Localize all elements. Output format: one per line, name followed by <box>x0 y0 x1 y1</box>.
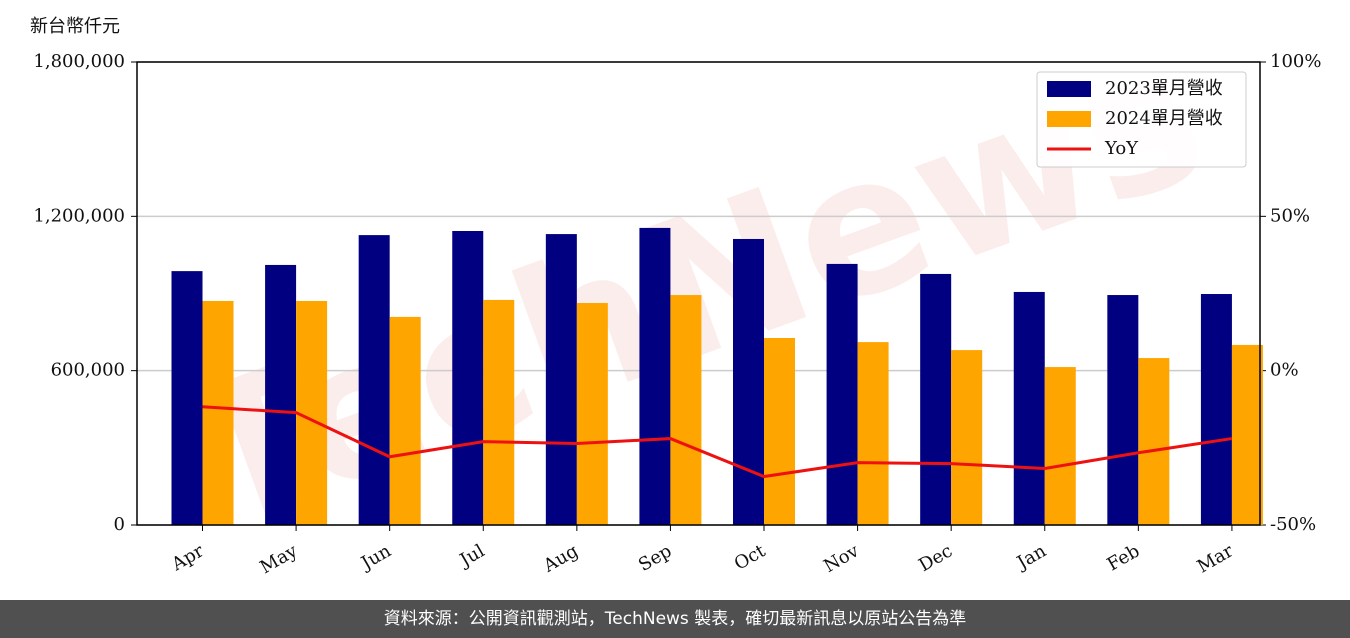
legend-label: YoY <box>1104 138 1139 159</box>
x-tick-label: Apr <box>167 540 207 575</box>
bar <box>265 264 297 525</box>
plot-frame <box>136 61 1261 526</box>
bar <box>1231 344 1263 525</box>
bar <box>171 271 203 525</box>
bar <box>733 238 765 526</box>
bar <box>857 342 889 525</box>
legend-label: 2023單月營收 <box>1105 78 1223 99</box>
x-tick-label: Jun <box>356 540 395 575</box>
y-tick-label: 0 <box>114 514 125 535</box>
footer-bar <box>0 600 1350 638</box>
y2-tick-label: 0% <box>1270 360 1299 381</box>
bar <box>826 263 858 525</box>
bar <box>1138 358 1170 525</box>
yoy-line <box>202 405 1233 479</box>
source-note: 資料來源：公開資訊觀測站，TechNews 製表，確切最新訊息以原站公告為準 <box>384 609 966 629</box>
x-tick-label: Aug <box>539 540 582 577</box>
x-tick-label: Oct <box>731 540 770 575</box>
bar <box>452 230 484 525</box>
legend-swatch <box>1047 111 1091 127</box>
x-tick-label: Dec <box>915 540 956 576</box>
x-tick-label: Sep <box>635 540 675 575</box>
x-tick-label: Nov <box>820 540 863 577</box>
x-tick-label: Jul <box>455 540 489 572</box>
y2-tick-label: -50% <box>1270 514 1316 535</box>
bar <box>389 316 421 525</box>
x-tick-label: Mar <box>1194 540 1238 577</box>
bar <box>202 300 234 525</box>
bar <box>358 235 390 526</box>
legend-label: 2024單月營收 <box>1105 108 1223 129</box>
bar <box>920 273 952 525</box>
bar <box>1044 367 1076 525</box>
bar <box>296 300 328 525</box>
y-axis-label: 新台幣仟元 <box>30 16 120 37</box>
x-tick-label: Feb <box>1104 540 1144 575</box>
bar <box>1013 291 1045 525</box>
bar <box>951 350 983 525</box>
bar <box>1107 295 1139 525</box>
bar <box>483 299 515 525</box>
y-tick-label: 1,200,000 <box>33 205 125 226</box>
y-tick-label: 600,000 <box>51 360 125 381</box>
legend-swatch <box>1047 81 1091 97</box>
y-tick-label: 1,800,000 <box>33 51 125 72</box>
x-tick-label: Jan <box>1012 540 1050 574</box>
bar <box>764 337 796 525</box>
bar <box>639 227 671 526</box>
bar <box>670 295 702 525</box>
y2-tick-label: 100% <box>1270 51 1321 72</box>
y2-tick-label: 50% <box>1270 205 1310 226</box>
bar <box>545 234 577 525</box>
bar <box>576 303 608 525</box>
bar <box>1200 294 1232 525</box>
